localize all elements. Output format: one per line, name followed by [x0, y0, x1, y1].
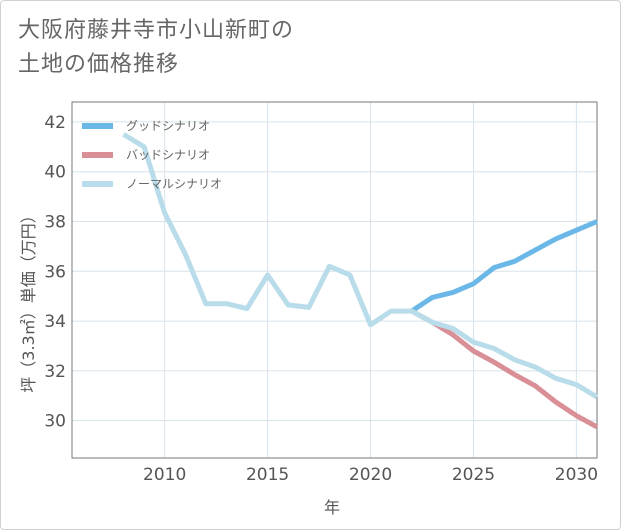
- legend-label: ノーマルシナリオ: [126, 177, 222, 191]
- y-tick-label: 38: [44, 212, 66, 232]
- legend-label: バッドシナリオ: [126, 148, 210, 162]
- x-tick-label: 2020: [349, 465, 392, 485]
- series-layer: [122, 132, 599, 430]
- x-tick-label: 2030: [555, 465, 598, 485]
- y-tick-labels: 30 32 34 36 38 40 42: [44, 113, 66, 432]
- y-tick-label: 32: [44, 362, 66, 382]
- y-axis-label: 坪（3.3㎡）単価（万円）: [19, 207, 38, 392]
- chart-title-line2: 土地の価格推移: [18, 52, 180, 77]
- x-tick-labels: 2010 2015 2020 2025 2030: [143, 465, 598, 485]
- y-tick-label: 42: [44, 113, 66, 133]
- series-line-2: [122, 132, 599, 400]
- chart-title-line1: 大阪府藤井寺市小山新町の: [18, 18, 295, 43]
- y-tick-label: 40: [44, 163, 66, 183]
- series-line-0: [410, 219, 598, 314]
- y-tick-label: 30: [44, 412, 66, 432]
- x-tick-label: 2010: [143, 465, 186, 485]
- series-line-1: [410, 308, 599, 430]
- x-tick-label: 2015: [246, 465, 289, 485]
- chart-title: 大阪府藤井寺市小山新町の 土地の価格推移: [18, 14, 378, 82]
- grid-lines: [72, 102, 597, 458]
- x-axis-label: 年: [324, 498, 340, 517]
- y-tick-label: 36: [44, 262, 66, 282]
- y-tick-label: 34: [44, 312, 66, 332]
- plot-area-border: [71, 101, 598, 459]
- legend-label: グッドシナリオ: [126, 119, 210, 133]
- x-tick-label: 2025: [452, 465, 495, 485]
